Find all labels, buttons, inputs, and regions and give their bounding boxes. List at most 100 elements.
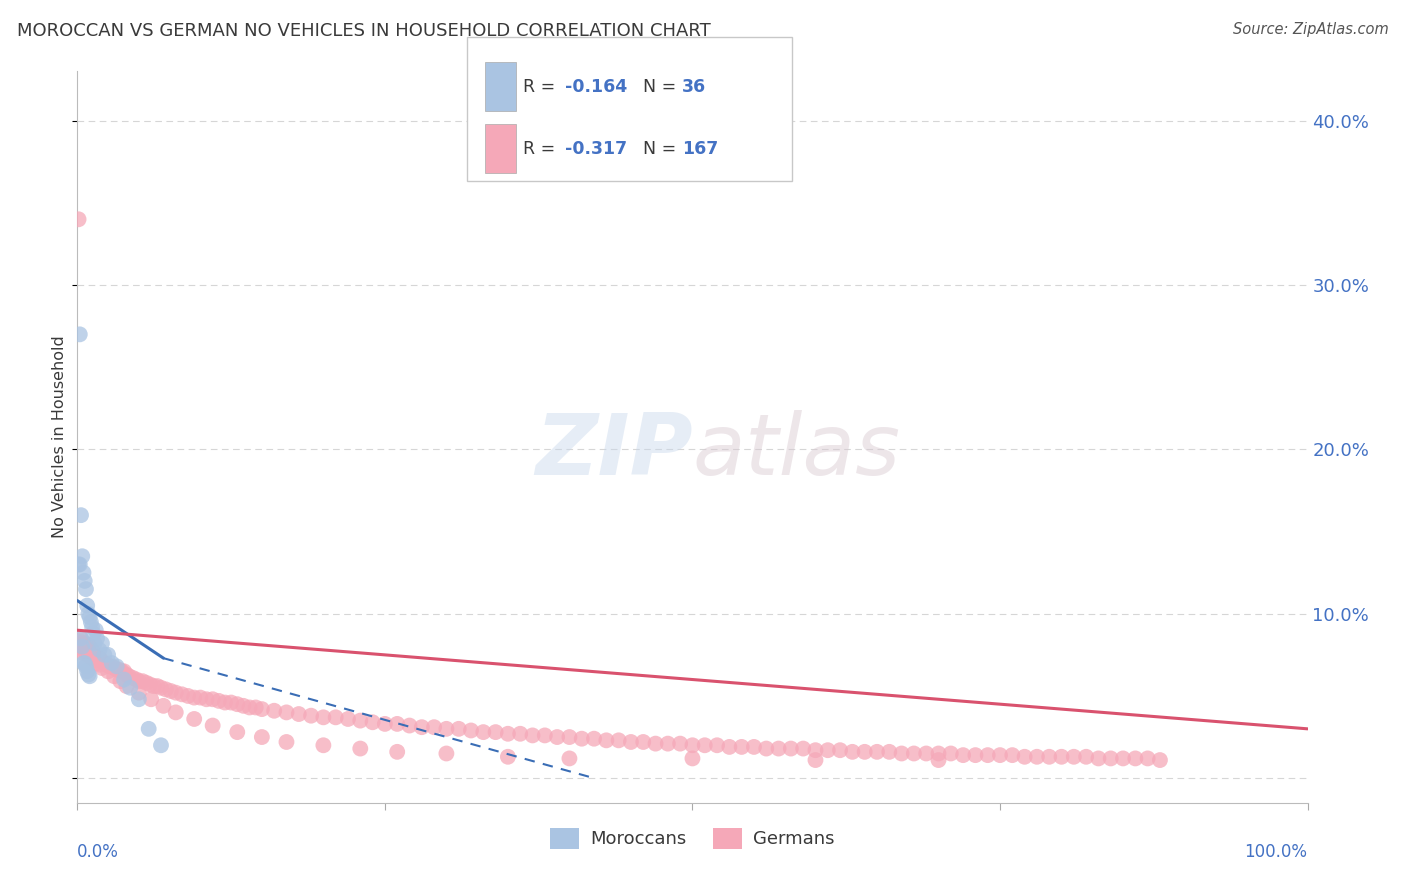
Text: N =: N = [643, 140, 682, 158]
Point [361, 715, 384, 730]
Point [682, 739, 704, 753]
Point [250, 702, 273, 716]
Point [952, 748, 974, 763]
Point [226, 697, 249, 711]
Y-axis label: No Vehicles in Household: No Vehicles in Household [52, 335, 66, 539]
Point [706, 739, 728, 753]
Point [150, 739, 173, 753]
Point [1087, 751, 1109, 765]
Point [103, 669, 125, 683]
Point [742, 739, 765, 754]
Point [522, 728, 544, 742]
Point [1050, 749, 1073, 764]
Point [82, 651, 104, 665]
Point [226, 725, 249, 739]
Point [69, 327, 91, 342]
Point [312, 739, 335, 753]
Point [82, 620, 104, 634]
Point [72, 566, 94, 580]
Point [644, 737, 666, 751]
Point [447, 722, 470, 736]
Point [101, 659, 124, 673]
Point [128, 674, 150, 689]
Point [75, 659, 97, 673]
Point [866, 745, 889, 759]
Point [165, 706, 187, 720]
Text: 0.0%: 0.0% [77, 843, 120, 861]
Point [595, 733, 617, 747]
Point [72, 641, 94, 656]
Text: N =: N = [643, 78, 682, 95]
Point [141, 692, 163, 706]
Point [79, 669, 101, 683]
Point [93, 656, 115, 670]
Point [76, 599, 98, 613]
Point [755, 741, 778, 756]
Text: 36: 36 [682, 78, 706, 95]
Point [374, 717, 396, 731]
Point [299, 708, 322, 723]
Point [83, 653, 105, 667]
Point [76, 665, 98, 679]
Point [98, 659, 121, 673]
Point [558, 751, 581, 765]
Point [69, 558, 91, 572]
Point [195, 692, 218, 706]
Point [1076, 749, 1098, 764]
Point [84, 624, 107, 638]
Point [915, 747, 938, 761]
Point [89, 651, 111, 665]
Point [73, 574, 96, 588]
Point [496, 727, 519, 741]
Point [70, 632, 93, 646]
Point [160, 684, 183, 698]
Point [77, 648, 100, 662]
Point [165, 686, 187, 700]
Point [325, 710, 347, 724]
Point [72, 646, 94, 660]
Point [928, 753, 950, 767]
Point [105, 659, 128, 673]
Point [177, 689, 200, 703]
Point [928, 747, 950, 761]
Point [312, 710, 335, 724]
Point [633, 735, 655, 749]
Point [1149, 753, 1171, 767]
Point [67, 212, 90, 227]
Point [903, 747, 925, 761]
Point [97, 665, 120, 679]
Point [817, 743, 839, 757]
Point [67, 558, 90, 572]
Point [841, 745, 863, 759]
Point [89, 643, 111, 657]
Point [288, 706, 311, 721]
Point [112, 673, 135, 687]
Point [70, 549, 93, 564]
Point [108, 663, 131, 677]
Point [460, 723, 482, 738]
Point [121, 671, 143, 685]
Point [263, 704, 285, 718]
Point [232, 698, 254, 713]
Point [1014, 749, 1036, 764]
Point [139, 677, 162, 691]
Point [792, 741, 814, 756]
Point [79, 649, 101, 664]
Legend: Moroccans, Germans: Moroccans, Germans [543, 821, 842, 856]
Point [115, 667, 138, 681]
Point [607, 733, 630, 747]
Point [112, 665, 135, 679]
Point [219, 696, 242, 710]
Point [82, 626, 104, 640]
Point [201, 692, 224, 706]
Point [82, 643, 104, 657]
Point [768, 741, 790, 756]
Text: MOROCCAN VS GERMAN NO VEHICLES IN HOUSEHOLD CORRELATION CHART: MOROCCAN VS GERMAN NO VEHICLES IN HOUSEH… [17, 22, 710, 40]
Point [103, 661, 125, 675]
Point [72, 638, 94, 652]
Point [128, 686, 150, 700]
Point [183, 690, 205, 705]
Point [804, 743, 827, 757]
Point [97, 648, 120, 662]
Point [214, 696, 236, 710]
